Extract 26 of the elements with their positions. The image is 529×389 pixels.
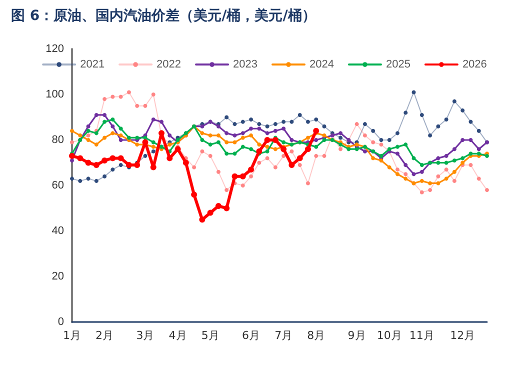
y-tick-label: 20 (52, 270, 64, 282)
y-tick-label: 120 (46, 43, 64, 55)
legend-label: 2023 (233, 58, 258, 70)
chart-title: 图 6：原油、国内汽油价差（美元/桶，美元/桶） (11, 7, 316, 24)
y-tick-label: 80 (52, 134, 64, 146)
legend-label: 2025 (386, 58, 410, 70)
x-tick-label: 6月 (242, 329, 260, 342)
legend-label: 2022 (156, 58, 182, 70)
y-tick-label: 100 (46, 88, 64, 100)
x-tick-label: 2月 (96, 329, 114, 342)
legend-label: 2026 (462, 58, 487, 70)
x-tick-label: 5月 (201, 329, 220, 342)
x-tick-label: 12月 (450, 329, 476, 342)
y-tick-label: 0 (58, 316, 64, 328)
x-tick-label: 7月 (274, 329, 293, 342)
y-tick-label: 40 (52, 225, 64, 237)
legend-label: 2021 (80, 58, 105, 70)
y-tick-label: 60 (52, 180, 64, 192)
x-tick-label: 3月 (136, 329, 154, 342)
x-tick-label: 1月 (63, 329, 81, 342)
x-tick-label: 4月 (168, 329, 187, 342)
legend-label: 2024 (310, 58, 334, 70)
x-tick-label: 9月 (348, 329, 366, 342)
x-tick-label: 8月 (307, 329, 326, 342)
x-tick-label: 11月 (409, 329, 434, 342)
x-tick-label: 10月 (376, 329, 402, 342)
